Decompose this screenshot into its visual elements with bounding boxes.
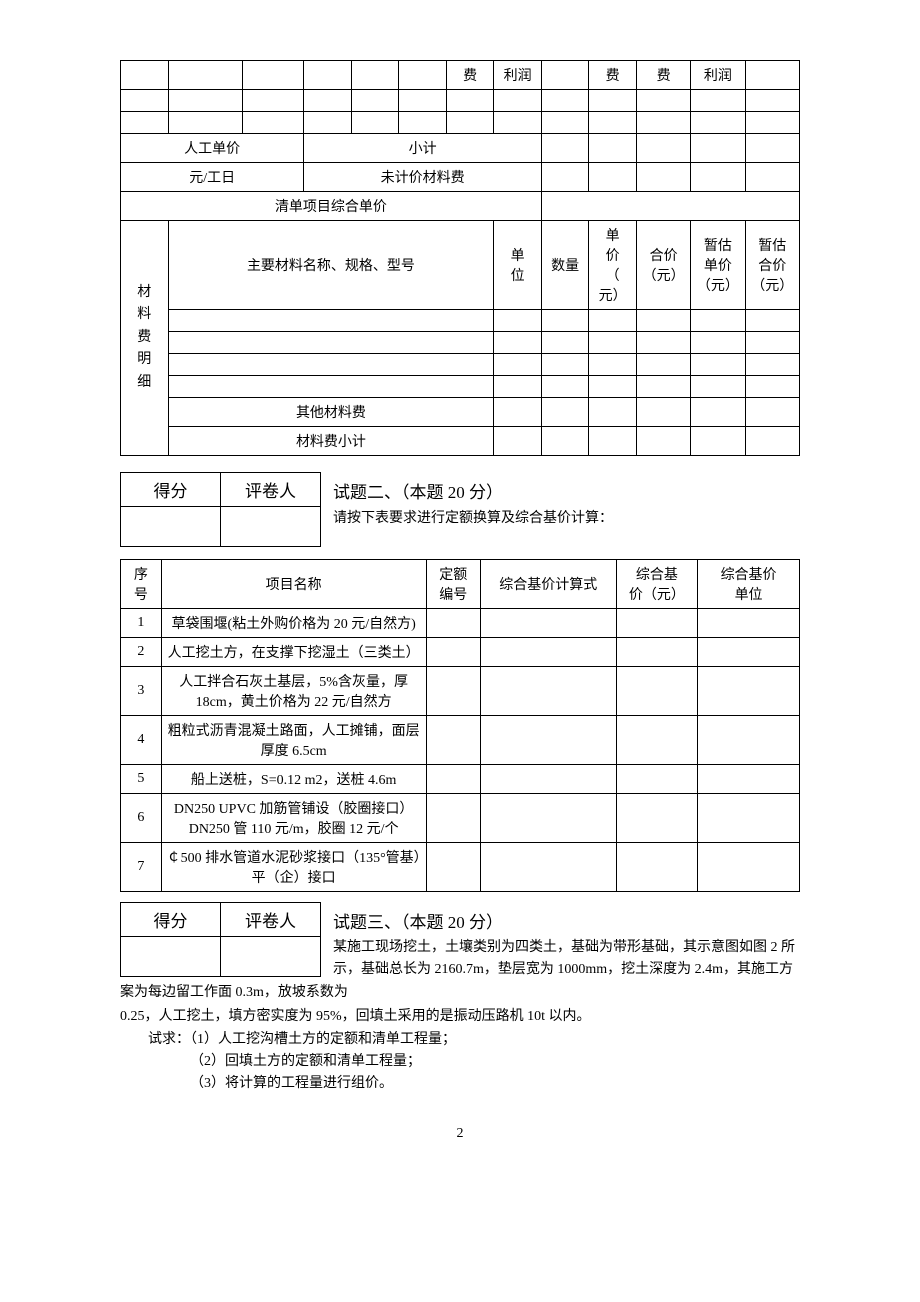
- table-row: 1草袋围堰(粘土外购价格为 20 元/自然方): [121, 609, 800, 638]
- material-header-row: 材 料 费 明 细 主要材料名称、规格、型号 单 位 数量 单 价 （ 元） 合…: [121, 221, 800, 310]
- labor-price-row: 人工单价 小计: [121, 134, 800, 163]
- grader-label: 评卷人: [221, 903, 321, 937]
- fee-header-2: 费: [589, 61, 637, 90]
- seq: 5: [121, 765, 162, 794]
- name: 人工挖土方，在支撑下挖湿土（三类土）: [161, 638, 426, 667]
- material-detail-label: 材 料 费 明 细: [121, 221, 169, 456]
- seq: 6: [121, 794, 162, 843]
- list-unit-price-row: 清单项目综合单价: [121, 192, 800, 221]
- labor-price-label: 人工单价: [121, 134, 304, 163]
- fee-header: 费: [446, 61, 494, 90]
- q3-ask3: （3）将计算的工程量进行组价。: [120, 1073, 800, 1095]
- name: 粗粒式沥青混凝土路面，人工摊铺，面层厚度 6.5cm: [161, 716, 426, 765]
- qty-label: 数量: [541, 221, 589, 310]
- unit-label: 单 位: [494, 221, 542, 310]
- profit-header: 利润: [494, 61, 542, 90]
- q3-ask2: （2）回填土方的定额和清单工程量；: [120, 1051, 800, 1073]
- mat-subtotal-row: 材料费小计: [121, 427, 800, 456]
- mat-row: [121, 332, 800, 354]
- est-unit-price-label: 暂估 单价 （元）: [691, 221, 745, 310]
- table-row: 3人工拌合石灰土基层，5%含灰量，厚18cm，黄土价格为 22 元/自然方: [121, 667, 800, 716]
- name: 人工拌合石灰土基层，5%含灰量，厚18cm，黄土价格为 22 元/自然方: [161, 667, 426, 716]
- score-label: 得分: [121, 473, 221, 507]
- name: 草袋围堰(粘土外购价格为 20 元/自然方): [161, 609, 426, 638]
- unit-price-label: 单 价 （ 元）: [589, 221, 637, 310]
- main-mat-name-label: 主要材料名称、规格、型号: [168, 221, 494, 310]
- seq: 1: [121, 609, 162, 638]
- empty-row: [121, 90, 800, 112]
- base-header: 综合基 价（元）: [616, 560, 697, 609]
- grader-cell: [221, 507, 321, 547]
- total-price-label: 合价 （元）: [636, 221, 690, 310]
- q3-ask: 试求：（1）人工挖沟槽土方的定额和清单工程量；: [120, 1029, 800, 1051]
- name: ￠500 排水管道水泥砂浆接口（135°管基）平（企）接口: [161, 843, 426, 892]
- name: DN250 UPVC 加筋管铺设（胶圈接口）DN250 管 110 元/m，胶圈…: [161, 794, 426, 843]
- est-total-price-label: 暂估 合价 （元）: [745, 221, 799, 310]
- table-row: 6DN250 UPVC 加筋管铺设（胶圈接口）DN250 管 110 元/m，胶…: [121, 794, 800, 843]
- q2-header-row: 序 号 项目名称 定额 编号 综合基价计算式 综合基 价（元） 综合基价 单位: [121, 560, 800, 609]
- grader-cell: [221, 937, 321, 977]
- header-row: 费 利润 费 费 利润: [121, 61, 800, 90]
- table-row: 2人工挖土方，在支撑下挖湿土（三类土）: [121, 638, 800, 667]
- q3-p2: 0.25，人工挖土，填方密实度为 95%，回填土采用的是振动压路机 10t 以内…: [120, 1006, 800, 1028]
- name-header: 项目名称: [161, 560, 426, 609]
- mat-row: [121, 310, 800, 332]
- name: 船上送桩，S=0.12 m2，送桩 4.6m: [161, 765, 426, 794]
- page-number: 2: [120, 1126, 800, 1142]
- seq: 3: [121, 667, 162, 716]
- mat-row: [121, 376, 800, 398]
- subtotal-label: 小计: [304, 134, 542, 163]
- other-mat-fee-label: 其他材料费: [168, 398, 494, 427]
- mat-subtotal-label: 材料费小计: [168, 427, 494, 456]
- formula-header: 综合基价计算式: [480, 560, 616, 609]
- quota-header: 定额 编号: [426, 560, 480, 609]
- seq: 4: [121, 716, 162, 765]
- empty-row: [121, 112, 800, 134]
- seq: 2: [121, 638, 162, 667]
- table-row: 5船上送桩，S=0.12 m2，送桩 4.6m: [121, 765, 800, 794]
- yuan-per-day-row: 元/工日 未计价材料费: [121, 163, 800, 192]
- yuan-per-day-label: 元/工日: [121, 163, 304, 192]
- profit-header-2: 利润: [691, 61, 745, 90]
- q2-table: 序 号 项目名称 定额 编号 综合基价计算式 综合基 价（元） 综合基价 单位 …: [120, 559, 800, 892]
- list-unit-price-label: 清单项目综合单价: [121, 192, 542, 221]
- fee-header-3: 费: [636, 61, 690, 90]
- table-row: 4粗粒式沥青混凝土路面，人工摊铺，面层厚度 6.5cm: [121, 716, 800, 765]
- other-mat-row: 其他材料费: [121, 398, 800, 427]
- score-label: 得分: [121, 903, 221, 937]
- score-box-q2: 得分 评卷人: [120, 472, 321, 547]
- grader-label: 评卷人: [221, 473, 321, 507]
- seq: 7: [121, 843, 162, 892]
- seq-header: 序 号: [121, 560, 162, 609]
- score-box-q3: 得分 评卷人: [120, 902, 321, 977]
- score-cell: [121, 937, 221, 977]
- unpriced-mat-label: 未计价材料费: [304, 163, 542, 192]
- table-row: 7￠500 排水管道水泥砂浆接口（135°管基）平（企）接口: [121, 843, 800, 892]
- mat-row: [121, 354, 800, 376]
- score-cell: [121, 507, 221, 547]
- unit-price-analysis-table: 费 利润 费 费 利润 人工单价 小计 元/工日 未计价材料费 清单项目综合单价…: [120, 60, 800, 456]
- base-unit-header: 综合基价 单位: [698, 560, 800, 609]
